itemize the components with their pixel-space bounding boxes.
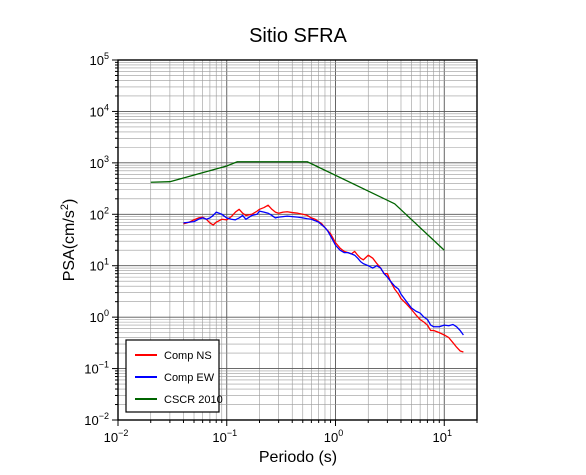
- x-tick-label: 101: [433, 428, 452, 445]
- series-comp-ew-line: [183, 210, 464, 336]
- chart-title: Sitio SFRA: [249, 25, 347, 47]
- y-tick-label: 10−1: [84, 360, 109, 377]
- y-tick-label: 101: [90, 257, 109, 274]
- y-tick-label: 102: [90, 205, 109, 222]
- legend-entry-cscr-2010-label: CSCR 2010: [164, 394, 223, 406]
- y-axis-label-close: ): [61, 199, 78, 204]
- x-tick-label: 10−2: [104, 428, 129, 445]
- x-axis-label: Periodo (s): [259, 449, 337, 466]
- y-tick-label: 104: [90, 102, 109, 119]
- series-comp-ns-line: [183, 204, 464, 353]
- x-tick-labels: 10−2 10−1 100 101: [104, 428, 452, 445]
- x-tick-label: 100: [324, 428, 343, 445]
- x-tick-label: 10−1: [212, 428, 237, 445]
- y-tick-label: 103: [90, 154, 109, 171]
- plot-frame: [117, 59, 478, 421]
- axis-ticks: [112, 59, 478, 426]
- legend-entry-comp-ns-label: Comp NS: [164, 350, 212, 362]
- y-tick-label: 10−2: [84, 411, 109, 428]
- y-tick-label: 100: [90, 308, 109, 325]
- series-cscr-2010-line: [150, 161, 445, 251]
- y-tick-label: 105: [90, 51, 109, 68]
- series-group: [150, 161, 464, 353]
- legend: Comp NS Comp EW CSCR 2010: [125, 339, 223, 413]
- y-axis-label: PSA(cm/s2): [59, 199, 78, 282]
- y-axis-label-superscript: 2: [59, 204, 71, 210]
- y-axis-label-base: PSA(cm/s: [61, 210, 78, 281]
- legend-entry-comp-ew-label: Comp EW: [164, 372, 215, 384]
- grid: [117, 59, 478, 421]
- y-tick-labels: 10−2 10−1 100 101 102 103 104 105: [84, 51, 109, 428]
